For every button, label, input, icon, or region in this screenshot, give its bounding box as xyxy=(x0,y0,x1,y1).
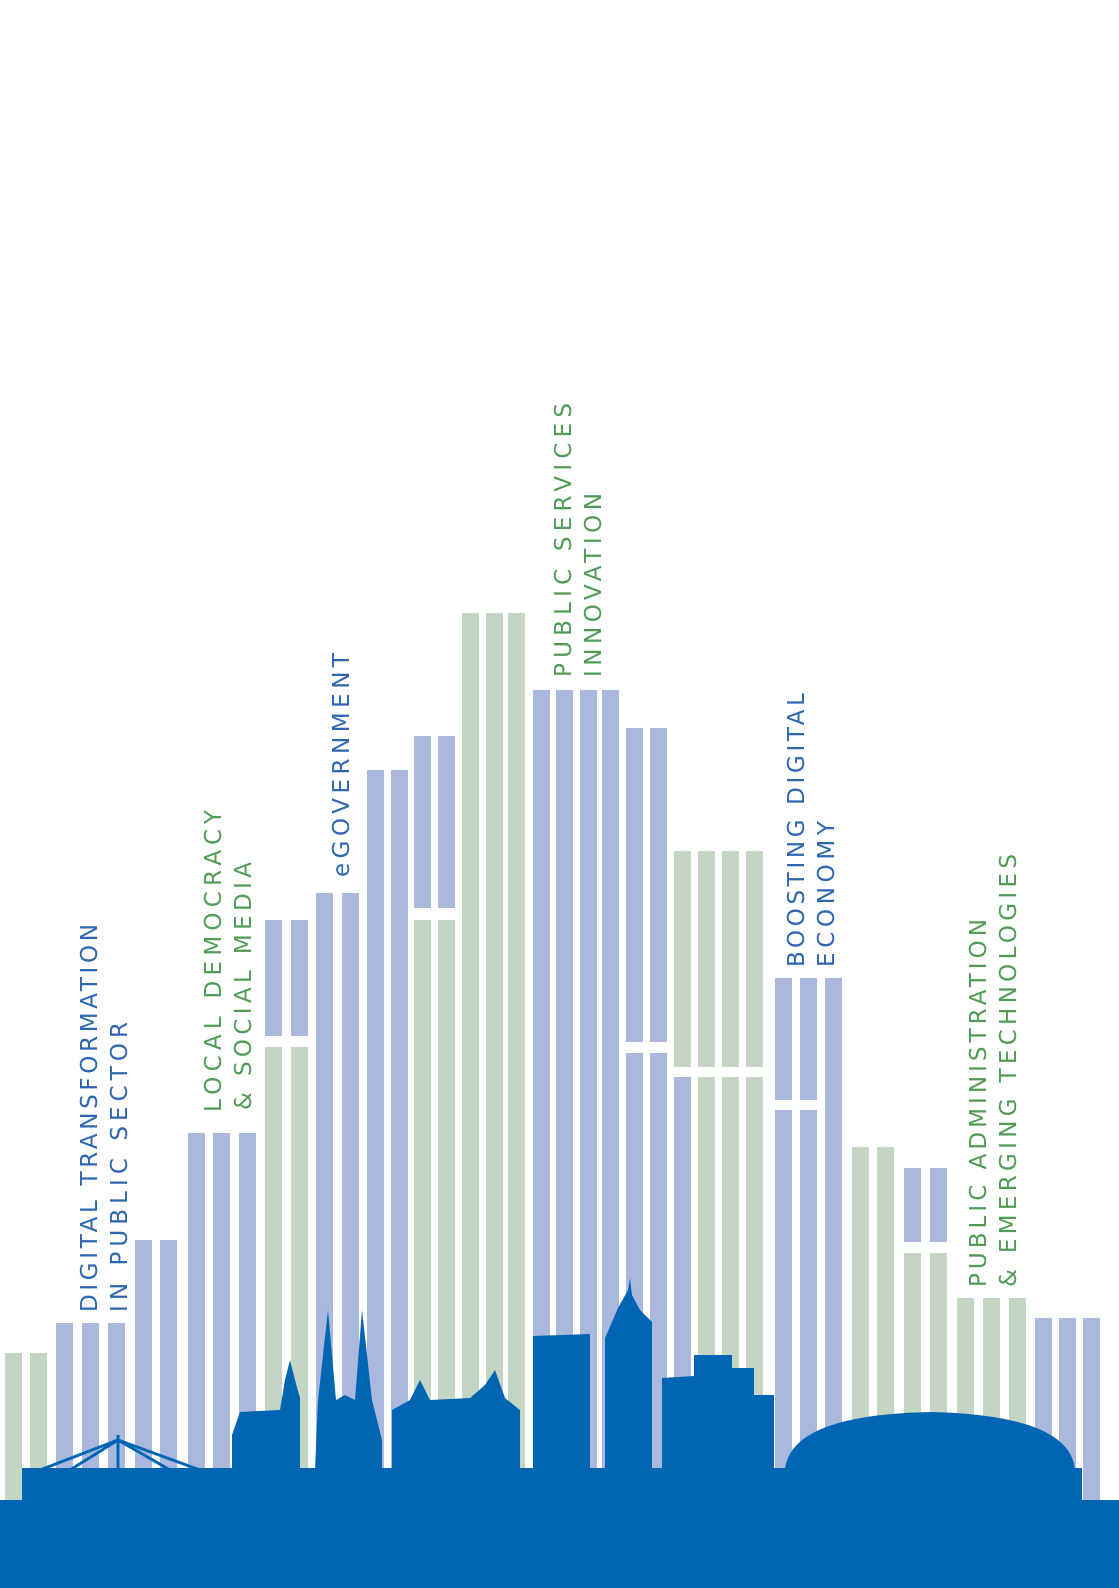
decor-bar xyxy=(904,1168,921,1242)
decor-bar xyxy=(486,613,503,1500)
decor-bar xyxy=(698,851,715,1067)
decor-bar xyxy=(5,1353,22,1500)
label-line: DIGITAL TRANSFORMATION xyxy=(77,922,103,1312)
decor-bar xyxy=(265,920,282,1036)
decor-bar xyxy=(135,1240,152,1500)
decor-bar xyxy=(650,728,667,1042)
decor-bar xyxy=(556,690,573,1500)
decor-bar xyxy=(265,1047,282,1500)
decor-bar xyxy=(30,1353,47,1500)
label-line: & EMERGING TECHNOLOGIES xyxy=(996,852,1022,1287)
label-line: PUBLIC SERVICES xyxy=(551,401,577,677)
decor-bar xyxy=(580,690,597,1500)
decor-bar xyxy=(626,728,643,1042)
decor-bar xyxy=(462,613,479,1500)
decor-bar xyxy=(674,851,691,1067)
decor-bar xyxy=(367,770,384,1500)
decor-bar xyxy=(1083,1318,1100,1500)
decor-bar xyxy=(533,690,550,1500)
decor-bar xyxy=(108,1323,125,1500)
decor-bar xyxy=(877,1147,894,1500)
decor-bar xyxy=(825,978,842,1500)
decor-bar xyxy=(414,736,431,908)
label-line: INNOVATION xyxy=(581,491,607,677)
label-line: & SOCIAL MEDIA xyxy=(231,860,257,1110)
decor-bar xyxy=(438,736,455,908)
decor-bar xyxy=(213,1133,230,1500)
decor-bar xyxy=(160,1240,177,1500)
decor-bar xyxy=(775,978,792,1100)
decor-bar xyxy=(342,893,359,1500)
decor-bar xyxy=(852,1147,869,1500)
label-line: BOOSTING DIGITAL xyxy=(784,691,810,967)
decor-bar xyxy=(775,1110,792,1500)
label-line: PUBLIC ADMINISTRATION xyxy=(966,917,992,1287)
decor-bar xyxy=(291,920,308,1036)
label-line: eGOVERNMENT xyxy=(329,651,355,877)
decor-bar xyxy=(930,1168,947,1242)
skyline xyxy=(0,1278,1119,1588)
decor-bar xyxy=(56,1323,73,1500)
decor-bar xyxy=(800,978,817,1100)
decor-bar xyxy=(722,851,739,1067)
decor-bar xyxy=(188,1133,205,1500)
label-line: ECONOMY xyxy=(814,819,840,967)
label-line: LOCAL DEMOCRACY xyxy=(201,808,227,1112)
label-line: IN PUBLIC SECTOR xyxy=(107,1020,133,1312)
decor-bar xyxy=(239,1133,256,1500)
decor-bar xyxy=(508,613,525,1500)
decor-bar xyxy=(391,770,408,1500)
decor-bar xyxy=(800,1110,817,1500)
decor-bar xyxy=(602,690,619,1500)
decor-bar xyxy=(414,920,431,1500)
decor-bar xyxy=(438,920,455,1500)
decor-bar xyxy=(746,851,763,1067)
